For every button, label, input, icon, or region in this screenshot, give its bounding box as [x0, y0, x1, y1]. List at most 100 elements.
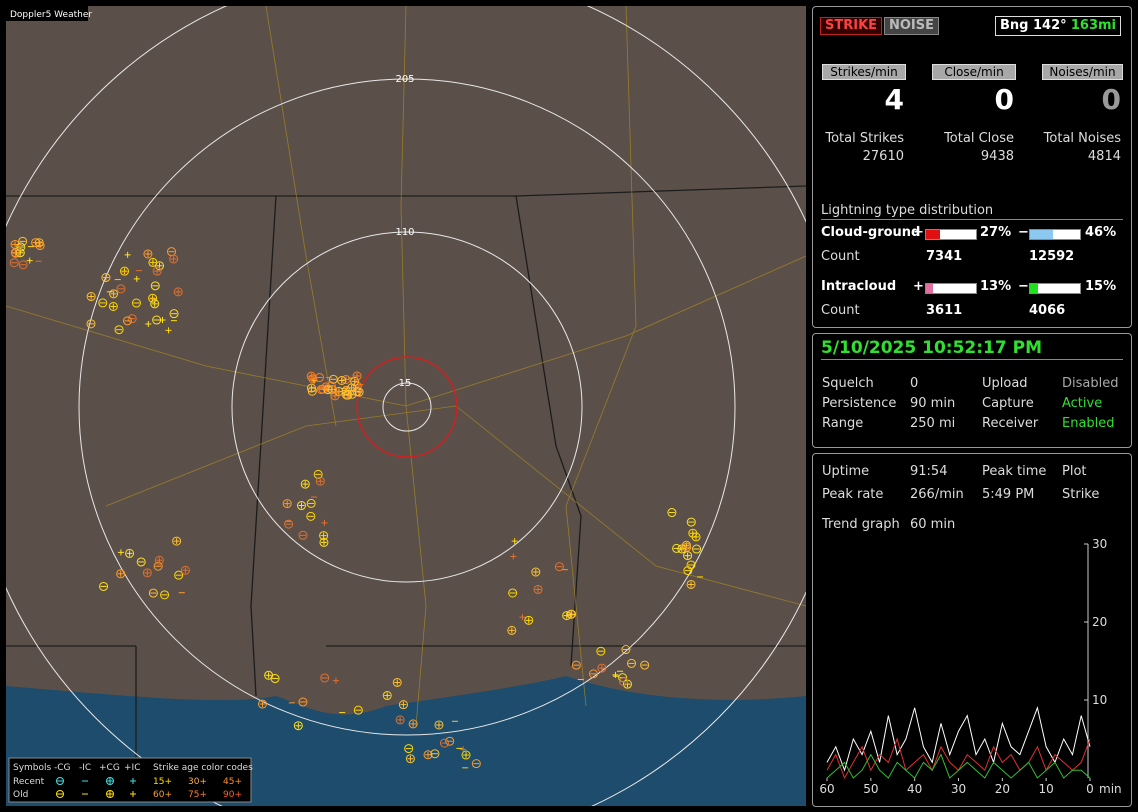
pct-label: 13% — [980, 279, 1012, 294]
strike-symbol — [354, 387, 364, 397]
clock-field: Enabled — [1062, 416, 1115, 431]
strike-symbol — [150, 281, 160, 291]
strike-symbol — [439, 738, 449, 748]
strike-symbol — [120, 266, 130, 276]
pct-bar — [1029, 283, 1081, 294]
type-name: Cloud-ground — [821, 225, 921, 240]
strike-symbol — [532, 569, 539, 576]
trend-line — [826, 706, 1091, 772]
strike-symbol — [257, 699, 267, 709]
x-unit: min — [1099, 782, 1122, 796]
trend-line — [826, 737, 1091, 780]
strike-symbol — [321, 382, 331, 392]
strike-symbol — [296, 501, 306, 511]
type-name: Intracloud — [821, 279, 897, 294]
strike-symbol — [26, 257, 33, 264]
pct-fill — [1030, 284, 1038, 293]
strike-symbol — [463, 752, 470, 759]
strike-symbol — [86, 292, 96, 302]
strike-symbol — [300, 479, 310, 489]
strike-symbol — [12, 241, 19, 248]
x-tick-label: 0 — [1086, 782, 1094, 796]
strike-symbol — [508, 588, 518, 598]
strike-symbol — [315, 373, 325, 383]
strike-symbol — [143, 249, 153, 259]
symbol-legend: Symbols -CG -IC +CG +IC Strike age color… — [8, 757, 253, 803]
strike-symbol — [302, 481, 309, 488]
clock-field: Upload — [982, 376, 1028, 391]
close-ring — [356, 356, 458, 458]
total-label: Total Noises — [1043, 131, 1121, 146]
sign: + — [913, 225, 924, 240]
noise-button[interactable]: NOISE — [884, 17, 940, 35]
strike-symbol — [627, 658, 637, 668]
rate-value: 0 — [1101, 83, 1121, 116]
strike-symbol — [295, 722, 302, 729]
strike-symbol — [535, 586, 542, 593]
y-tick-label: 10 — [1092, 693, 1107, 707]
strike-symbol — [519, 614, 526, 621]
strike-symbol — [434, 720, 444, 730]
strike-symbol — [589, 669, 599, 679]
stats-field: 5:49 PM — [982, 487, 1035, 502]
strike-symbol — [16, 242, 26, 252]
strike-symbol — [160, 590, 170, 600]
strike-symbol — [170, 255, 177, 262]
strike-symbol — [18, 236, 28, 246]
strike-symbol — [284, 500, 291, 507]
strike-symbol — [144, 569, 151, 576]
clock-field: Receiver — [982, 416, 1039, 431]
strike-symbol — [682, 542, 692, 552]
strike-symbol — [507, 625, 517, 635]
total-label: Total Strikes — [825, 131, 904, 146]
sign: + — [913, 279, 924, 294]
legend-row: Old — [13, 790, 28, 800]
strike-symbol — [554, 562, 564, 572]
strike-symbol — [562, 611, 572, 621]
strike-symbol — [320, 673, 330, 683]
strike-symbol — [116, 284, 126, 294]
strike-symbol — [686, 579, 696, 589]
strike-symbol — [117, 570, 124, 577]
total-value: 9438 — [980, 149, 1014, 164]
strike-symbol — [108, 301, 118, 311]
ring-label: 15 — [399, 378, 412, 389]
stats-field: Uptime — [822, 464, 870, 479]
strike-symbol — [109, 289, 119, 299]
total-label: Total Close — [944, 131, 1014, 146]
sign: − — [1018, 225, 1029, 240]
strike-button[interactable]: STRIKE — [820, 17, 883, 35]
clock-field: 250 mi — [910, 416, 956, 431]
trend-label: Trend graph — [822, 517, 900, 532]
strike-symbol — [306, 371, 316, 381]
strike-symbol — [117, 549, 124, 556]
clock-field: Active — [1062, 396, 1103, 411]
clock-panel: 5/10/2025 10:52:17 PM Squelch 0 Upload Disa… — [812, 333, 1132, 448]
strike-symbol — [148, 257, 158, 267]
pct-bar — [925, 229, 977, 240]
strike-symbol — [148, 293, 158, 303]
x-tick-label: 30 — [951, 782, 966, 796]
strike-symbol — [308, 385, 315, 392]
strike-symbol — [323, 385, 333, 395]
strike-symbol — [683, 566, 693, 576]
strike-symbol — [264, 670, 274, 680]
strike-symbol — [114, 325, 124, 335]
strike-symbol — [678, 545, 685, 552]
pct-label: 27% — [980, 225, 1012, 240]
y-tick-label: 20 — [1092, 615, 1107, 629]
clock-field: 0 — [910, 376, 919, 391]
strike-symbol — [313, 469, 323, 479]
sign: − — [1018, 279, 1029, 294]
distribution-title: Lightning type distribution — [821, 203, 994, 218]
strike-symbol — [315, 476, 325, 486]
strike-symbol — [688, 581, 695, 588]
strike-symbol — [398, 700, 408, 710]
strike-symbol — [640, 660, 650, 670]
strike-symbol — [152, 266, 162, 276]
strike-symbol — [400, 701, 407, 708]
count-label: Count — [821, 303, 860, 318]
strike-symbol — [321, 519, 328, 526]
strike-symbol — [133, 275, 140, 282]
strike-symbol — [324, 386, 331, 393]
